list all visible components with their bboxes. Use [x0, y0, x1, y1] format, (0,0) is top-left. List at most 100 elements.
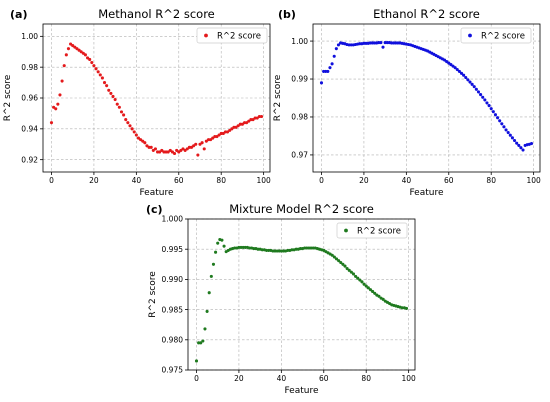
x-tick-label: 100	[256, 176, 271, 185]
x-tick-label: 40	[132, 176, 142, 185]
x-tick-label: 100	[526, 176, 541, 185]
data-point	[58, 93, 62, 97]
series-1	[319, 41, 534, 152]
data-point	[309, 246, 313, 250]
data-point	[373, 291, 377, 295]
legend-marker	[204, 33, 208, 38]
data-point	[156, 150, 160, 154]
data-point	[109, 91, 113, 95]
chart-title: Mixture Model R^2 score	[229, 202, 374, 216]
data-point	[264, 248, 269, 252]
data-point	[506, 130, 510, 135]
series-1	[194, 237, 409, 363]
plot-frame	[187, 218, 416, 371]
data-point	[111, 94, 115, 99]
legend-label: R^2 score	[357, 227, 401, 237]
data-point	[271, 249, 275, 253]
data-point	[334, 47, 338, 51]
data-point	[364, 284, 368, 288]
data-point	[200, 141, 204, 145]
data-point	[205, 309, 209, 313]
data-point	[351, 272, 356, 276]
data-point	[122, 113, 126, 117]
y-axis-label: R^2 score	[273, 74, 283, 121]
data-point	[389, 41, 394, 45]
data-point	[364, 41, 368, 45]
data-point	[502, 125, 506, 129]
data-point	[237, 245, 241, 249]
data-point	[339, 260, 343, 265]
data-point	[115, 102, 119, 106]
data-point	[347, 268, 351, 272]
x-tick-label: 20	[89, 176, 99, 185]
data-point	[512, 138, 517, 143]
x-axis-ticks: 0 20 40 60 80 100	[194, 370, 416, 383]
y-tick-label: 0.94	[21, 125, 38, 134]
x-axis-ticks: 0 20 40 60 80 100	[319, 172, 541, 185]
y-axis-label: R^2 score	[148, 271, 158, 318]
data-point	[470, 82, 474, 86]
data-point	[521, 148, 525, 152]
data-point	[381, 297, 385, 301]
data-point	[197, 341, 201, 345]
y-tick-label: 1.000	[162, 215, 184, 224]
data-point	[483, 98, 487, 102]
data-point	[336, 43, 341, 47]
data-point	[334, 257, 339, 261]
data-point	[298, 247, 302, 251]
legend-box	[460, 27, 532, 44]
y-tick-label: 0.96	[21, 94, 38, 103]
data-point	[257, 114, 261, 119]
data-point	[253, 116, 257, 120]
data-point	[132, 130, 136, 134]
x-tick-label: 100	[401, 374, 416, 383]
chart-title: Methanol R^2 score	[98, 7, 215, 21]
data-point	[322, 69, 326, 73]
data-point	[100, 76, 104, 80]
y-tick-label: 0.92	[21, 155, 38, 164]
data-point	[372, 41, 377, 45]
data-point	[252, 247, 256, 251]
data-point	[529, 141, 534, 146]
data-point	[124, 118, 128, 122]
data-point	[330, 62, 334, 66]
data-point	[332, 255, 336, 259]
data-point	[201, 339, 205, 343]
data-point	[498, 119, 502, 123]
data-point	[349, 270, 353, 274]
data-point	[362, 282, 366, 286]
data-point	[485, 101, 489, 105]
data-point	[96, 70, 100, 74]
data-point	[468, 80, 472, 84]
x-tick-label: 80	[486, 176, 496, 185]
x-tick-label: 20	[359, 176, 369, 185]
data-point	[319, 81, 324, 85]
data-point	[196, 153, 200, 157]
data-point	[62, 64, 66, 68]
data-point	[286, 248, 290, 252]
data-point	[60, 79, 64, 83]
data-point	[294, 247, 298, 251]
y-tick-label: 0.98	[21, 63, 38, 72]
data-point	[219, 131, 223, 136]
x-axis-label: Feature	[284, 386, 318, 396]
x-tick-label: 40	[402, 176, 412, 185]
data-point	[239, 245, 243, 249]
x-tick-label: 80	[361, 374, 371, 383]
data-point	[337, 259, 341, 263]
data-point	[256, 247, 260, 251]
y-axis-ticks: 0.97 0.98 0.99 1.00	[291, 37, 313, 160]
y-axis-ticks: 0.975 0.980 0.985 0.990 0.995 1.000	[162, 215, 188, 375]
data-point	[396, 41, 400, 45]
data-point	[242, 121, 247, 125]
data-point	[481, 95, 485, 99]
data-point	[392, 41, 396, 45]
data-point	[404, 306, 409, 310]
data-point	[385, 41, 389, 45]
data-point	[394, 41, 398, 45]
data-point	[328, 66, 332, 70]
data-point	[462, 73, 466, 77]
panel-tag: (a)	[10, 8, 27, 21]
data-point	[162, 150, 166, 154]
